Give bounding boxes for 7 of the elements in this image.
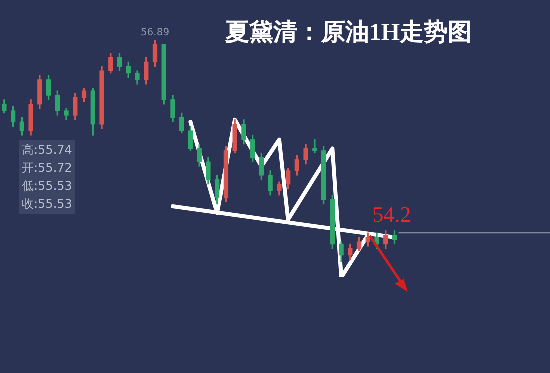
text: 56.89: [140, 28, 170, 39]
annotation: 开:55.72: [22, 160, 72, 177]
annotation: 低:55.53: [22, 178, 72, 195]
annotation: 54.2: [372, 202, 412, 227]
annotation: 高:55.74: [22, 142, 72, 159]
annotation: 收:55.53: [22, 196, 72, 213]
chart-title: 夏黛清：原油1H走势图: [225, 18, 472, 48]
